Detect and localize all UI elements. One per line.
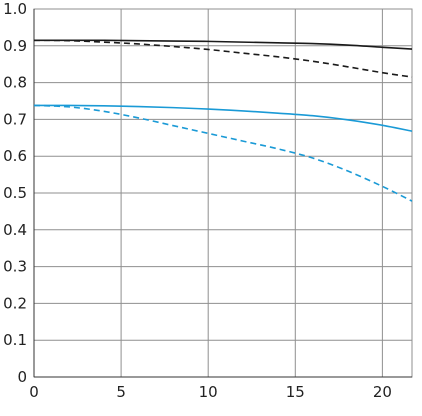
x-tick-labels: 0 5 10 15 20	[29, 383, 392, 401]
y-tick-label: 0.7	[3, 110, 27, 128]
y-tick-label: 1.0	[3, 0, 27, 18]
series-line-3-solid	[33, 104, 413, 132]
y-tick-label: 0.8	[3, 74, 27, 92]
y-tick-label: 0.3	[3, 258, 27, 276]
x-tick-label: 5	[116, 383, 126, 401]
x-tick-label: 10	[199, 383, 218, 401]
axes	[33, 9, 412, 378]
y-tick-labels: 0 0.1 0.2 0.3 0.4 0.5 0.6 0.7 0.8 0.9 1.0	[3, 0, 27, 386]
y-tick-label: 0.5	[3, 184, 27, 202]
y-tick-label: 0	[17, 368, 27, 386]
grid-lines	[34, 8, 412, 377]
y-tick-label: 0.1	[3, 331, 27, 349]
series-line-2-dashed	[33, 39, 413, 78]
series-lines	[33, 39, 413, 202]
x-tick-label: 0	[29, 383, 39, 401]
y-tick-label: 0.2	[3, 294, 27, 312]
x-tick-label: 15	[286, 383, 305, 401]
series-line-4-dashed	[33, 104, 413, 202]
x-tick-label: 20	[373, 383, 392, 401]
y-tick-label: 0.6	[3, 147, 27, 165]
series-line-1-solid	[34, 39, 413, 50]
y-tick-label: 0.4	[3, 221, 27, 239]
y-tick-label: 0.9	[3, 37, 27, 55]
